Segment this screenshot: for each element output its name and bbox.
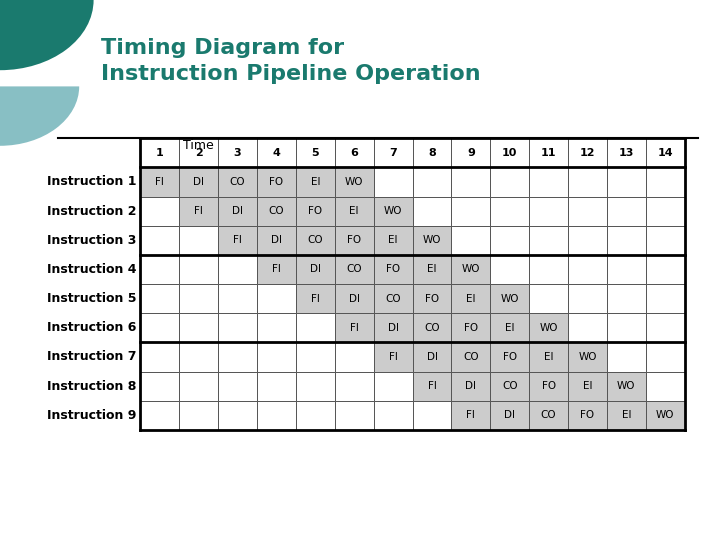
Text: 8: 8: [428, 148, 436, 158]
Text: FI: FI: [156, 177, 164, 187]
Text: 9: 9: [467, 148, 474, 158]
Text: EI: EI: [582, 381, 593, 391]
Text: EI: EI: [466, 294, 476, 303]
Text: FO: FO: [541, 381, 556, 391]
Text: Instruction 2: Instruction 2: [48, 205, 137, 218]
Text: Instruction 8: Instruction 8: [48, 380, 137, 393]
Text: 13: 13: [618, 148, 634, 158]
Text: EI: EI: [427, 265, 437, 274]
Text: 1: 1: [156, 148, 163, 158]
Text: 7: 7: [390, 148, 397, 158]
Text: 10: 10: [502, 148, 518, 158]
Text: 11: 11: [541, 148, 557, 158]
Text: Instruction 1: Instruction 1: [48, 176, 137, 188]
Text: FI: FI: [467, 410, 475, 420]
Text: FI: FI: [389, 352, 397, 362]
Text: DI: DI: [387, 323, 399, 333]
Text: 12: 12: [580, 148, 595, 158]
Text: CO: CO: [502, 381, 518, 391]
Text: WO: WO: [423, 235, 441, 245]
Text: Timing Diagram for
Instruction Pipeline Operation: Timing Diagram for Instruction Pipeline …: [101, 38, 480, 84]
Text: WO: WO: [462, 265, 480, 274]
Text: FI: FI: [233, 235, 242, 245]
Text: FI: FI: [194, 206, 203, 216]
Text: 3: 3: [234, 148, 241, 158]
Text: Instruction 4: Instruction 4: [48, 263, 137, 276]
Text: FI: FI: [311, 294, 320, 303]
Text: WO: WO: [617, 381, 636, 391]
Text: 2: 2: [195, 148, 202, 158]
Text: DI: DI: [426, 352, 438, 362]
Text: 5: 5: [312, 148, 319, 158]
Text: Instruction 6: Instruction 6: [48, 321, 137, 334]
Text: EI: EI: [505, 323, 515, 333]
Text: DI: DI: [232, 206, 243, 216]
Text: WO: WO: [539, 323, 558, 333]
Text: CO: CO: [424, 323, 440, 333]
Text: CO: CO: [230, 177, 246, 187]
Text: Instruction 7: Instruction 7: [48, 350, 137, 363]
Text: WO: WO: [656, 410, 675, 420]
Text: DI: DI: [504, 410, 516, 420]
Text: FO: FO: [464, 323, 478, 333]
Text: FO: FO: [347, 235, 361, 245]
Text: WO: WO: [345, 177, 364, 187]
Text: FO: FO: [386, 265, 400, 274]
Text: FO: FO: [425, 294, 439, 303]
Text: EI: EI: [349, 206, 359, 216]
Text: 14: 14: [657, 148, 673, 158]
Text: CO: CO: [307, 235, 323, 245]
Text: FO: FO: [308, 206, 323, 216]
Text: Instruction 3: Instruction 3: [48, 234, 137, 247]
Text: 4: 4: [273, 148, 280, 158]
Text: Instruction 9: Instruction 9: [48, 409, 137, 422]
Text: WO: WO: [578, 352, 597, 362]
Text: CO: CO: [269, 206, 284, 216]
Text: FO: FO: [503, 352, 517, 362]
Text: DI: DI: [348, 294, 360, 303]
Text: EI: EI: [388, 235, 398, 245]
Text: Time: Time: [183, 139, 213, 152]
Text: EI: EI: [544, 352, 554, 362]
Text: DI: DI: [465, 381, 477, 391]
Text: WO: WO: [500, 294, 519, 303]
Text: CO: CO: [385, 294, 401, 303]
Text: DI: DI: [271, 235, 282, 245]
Text: FI: FI: [272, 265, 281, 274]
Text: FO: FO: [269, 177, 284, 187]
Text: FO: FO: [580, 410, 595, 420]
Text: CO: CO: [346, 265, 362, 274]
Text: Instruction 5: Instruction 5: [48, 292, 137, 305]
Text: EI: EI: [310, 177, 320, 187]
Text: FI: FI: [428, 381, 436, 391]
Text: FI: FI: [350, 323, 359, 333]
Text: CO: CO: [541, 410, 557, 420]
Text: DI: DI: [193, 177, 204, 187]
Text: CO: CO: [463, 352, 479, 362]
Text: WO: WO: [384, 206, 402, 216]
Text: 6: 6: [351, 148, 358, 158]
Text: EI: EI: [621, 410, 631, 420]
Text: DI: DI: [310, 265, 321, 274]
